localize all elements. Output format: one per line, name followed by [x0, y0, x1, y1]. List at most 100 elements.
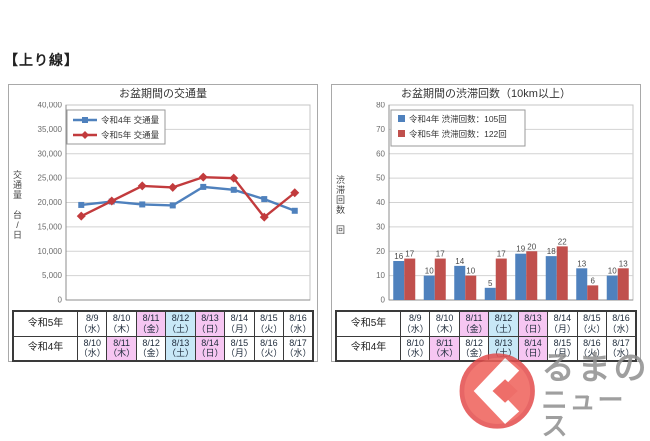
- bar-value-label: 22: [558, 237, 567, 246]
- table-row: 令和4年 8/10 （水） 8/11 （木） 8/12 （金） 8/13 （土） 8/14 （日） 8…: [12, 335, 314, 362]
- year-row-label: 令和4年: [12, 335, 78, 362]
- y-tick-label: 80: [376, 102, 385, 110]
- legend-box: [66, 109, 166, 145]
- date-cell: 8/12 （土）: [165, 310, 196, 337]
- bar: [454, 265, 466, 300]
- data-point: [198, 172, 208, 182]
- date-cell: 8/15 （火）: [576, 310, 608, 337]
- data-line: [80, 175, 296, 219]
- date-cell: 8/9 （水）: [399, 310, 431, 337]
- date-cell: 8/16 （水）: [283, 310, 314, 337]
- date-cell: 8/13 （日）: [517, 310, 549, 337]
- wordmark-line2: ニュース: [541, 385, 626, 441]
- y-axis-label-text: 渋滞回数: [335, 174, 345, 216]
- y-tick-label: 35,000: [38, 125, 63, 134]
- charts-row: お盆期間の交通量 交通量台 / 日 0 5,000 10,000 15,000 20,000…: [8, 84, 641, 363]
- legend-swatch: [398, 115, 405, 122]
- y-axis-label-text: 交通量: [12, 169, 22, 200]
- legend-box: [390, 109, 526, 147]
- date-cell: 8/13 （土）: [488, 335, 519, 362]
- date-cell: 8/14 （日）: [517, 335, 549, 362]
- year-row-label: 令和5年: [12, 310, 78, 337]
- legend-swatch: [398, 130, 405, 137]
- kuruma-news-logo-icon: [459, 353, 535, 429]
- date-cell: 8/14 （日）: [194, 335, 226, 362]
- bar-value-label: 19: [516, 245, 525, 254]
- bar-value-label: 20: [527, 242, 536, 251]
- data-point: [168, 182, 178, 192]
- bar: [393, 261, 405, 300]
- y-tick-label: 20: [376, 247, 385, 256]
- legend-label: 令和4年 渋滞回数：105回: [409, 114, 507, 124]
- date-cell: 8/12 （金）: [458, 335, 490, 362]
- data-point: [139, 201, 146, 208]
- data-point: [229, 173, 239, 183]
- date-cell: 8/11 （金）: [458, 310, 490, 337]
- bar: [587, 285, 599, 300]
- date-comparison-table: 令和5年 8/9 （水） 8/10 （木） 8/11 （金） 8/12 （土） 8/13 （日） 8/…: [12, 310, 314, 363]
- date-cell: 8/12 （金）: [135, 335, 167, 362]
- traffic-volume-chart-area: 交通量台 / 日 0 5,000 10,000 15,000 20,000 25,000 30,…: [9, 102, 317, 308]
- bar: [495, 258, 507, 300]
- bar-value-label: 18: [547, 247, 556, 256]
- legend-label: 令和4年 交通量: [101, 115, 160, 125]
- bar: [617, 268, 629, 300]
- bar: [576, 268, 588, 300]
- date-comparison-table: 令和5年 8/9 （水） 8/10 （木） 8/11 （金） 8/12 （土） 8/13 （日） 8/…: [335, 310, 637, 363]
- legend-label: 令和5年 交通量: [101, 130, 160, 140]
- date-cell: 8/10 （水）: [399, 335, 431, 362]
- y-axis-label-text: 回: [335, 225, 345, 236]
- date-cell: 8/11 （木）: [106, 335, 137, 362]
- bar: [515, 253, 527, 300]
- traffic-volume-y-axis-label: 交通量台 / 日: [11, 102, 24, 308]
- y-tick-label: 25,000: [38, 174, 63, 183]
- y-tick-label: 30,000: [38, 149, 63, 158]
- data-point: [290, 188, 300, 198]
- date-cell: 8/9 （水）: [76, 310, 108, 337]
- congestion-count-y-axis-label: 渋滞回数回: [334, 102, 347, 308]
- date-cell: 8/16 （火）: [253, 335, 285, 362]
- year-row-label: 令和5年: [335, 310, 401, 337]
- date-cell: 8/10 （木）: [106, 310, 137, 337]
- date-cell: 8/14 （月）: [547, 310, 578, 337]
- y-tick-label: 5,000: [42, 271, 63, 280]
- congestion-count-chart-area: 渋滞回数回 0 10 20 30 40 50 60 70 80 16 10 14 5 19 18 13 10 17…: [332, 102, 640, 308]
- bar-value-label: 10: [608, 267, 617, 276]
- traffic-volume-panel: お盆期間の交通量 交通量台 / 日 0 5,000 10,000 15,000 20,000…: [8, 84, 318, 363]
- date-cell: 8/16 （水）: [606, 310, 637, 337]
- y-tick-label: 70: [376, 125, 385, 134]
- y-tick-label: 50: [376, 174, 385, 183]
- date-cell: 8/14 （月）: [224, 310, 255, 337]
- bar: [423, 275, 435, 300]
- bar: [484, 287, 496, 300]
- legend-marker: [81, 131, 89, 139]
- data-point: [107, 196, 117, 206]
- date-cell: 8/17 （水）: [606, 335, 637, 362]
- table-row: 令和5年 8/9 （水） 8/10 （木） 8/11 （金） 8/12 （土） 8/13 （日） 8/…: [12, 310, 314, 337]
- legend-label: 令和5年 渋滞回数：122回: [409, 129, 507, 139]
- y-tick-label: 40,000: [38, 102, 63, 110]
- date-cell: 8/17 （水）: [283, 335, 314, 362]
- data-point: [261, 196, 268, 203]
- y-tick-label: 20,000: [38, 198, 63, 207]
- data-point: [76, 211, 86, 221]
- bar-value-label: 10: [466, 267, 475, 276]
- data-point: [78, 201, 85, 208]
- bar-value-label: 16: [394, 252, 403, 261]
- data-point: [259, 212, 269, 222]
- y-tick-label: 15,000: [38, 222, 63, 231]
- y-tick-label: 10,000: [38, 247, 63, 256]
- kuruma-news-wordmark: るまの ニュース: [541, 351, 650, 439]
- date-cell: 8/13 （日）: [194, 310, 226, 337]
- date-cell: 8/11 （木）: [429, 335, 460, 362]
- date-cell: 8/15 （月）: [224, 335, 255, 362]
- section-label: 【上り線】: [4, 52, 79, 68]
- bar: [526, 251, 538, 300]
- bar-value-label: 14: [455, 257, 464, 266]
- data-point: [200, 183, 207, 190]
- y-axis-label-text: 台 / 日: [12, 210, 22, 241]
- bar-value-label: 17: [497, 250, 506, 259]
- date-cell: 8/11 （金）: [135, 310, 167, 337]
- bar: [465, 275, 477, 300]
